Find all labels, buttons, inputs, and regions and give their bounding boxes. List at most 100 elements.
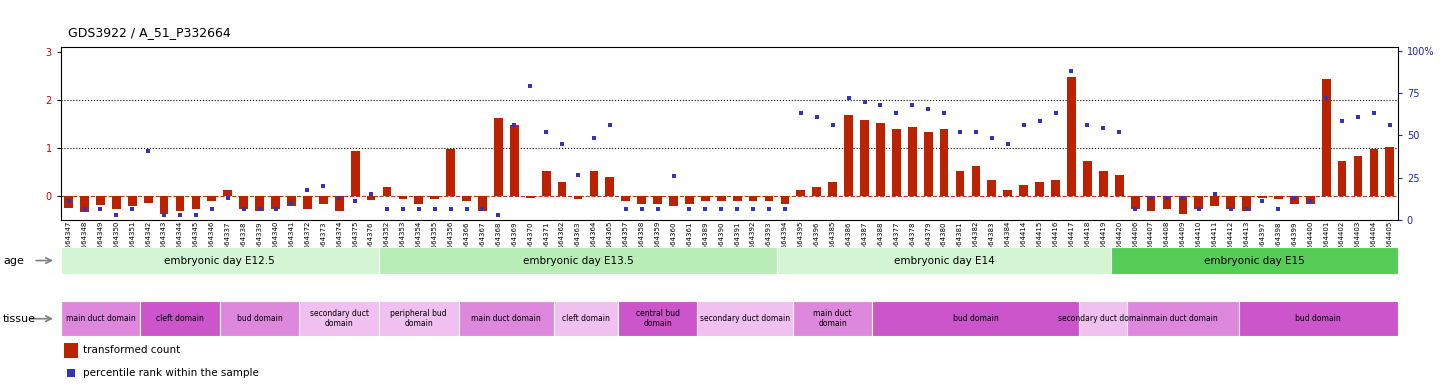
Text: percentile rank within the sample: percentile rank within the sample [82,368,258,379]
Bar [1004,190,1012,195]
Text: peripheral bud
domain: peripheral bud domain [390,309,448,328]
Bar [64,343,78,358]
Bar [459,301,554,336]
Bar [605,177,614,195]
Bar [1067,76,1076,195]
Bar [797,190,806,195]
Bar [1112,248,1398,273]
Bar [1369,149,1378,195]
Text: main duct domain: main duct domain [1148,314,1217,323]
Bar [1099,170,1108,195]
Bar [299,301,378,336]
Bar [777,248,1112,273]
Bar [256,195,264,211]
Bar [383,187,391,195]
Bar [749,195,758,201]
Bar [684,195,693,204]
Bar [829,182,838,195]
Bar [1162,195,1171,209]
Bar [271,195,280,209]
Bar [669,195,677,206]
Bar [140,301,219,336]
Bar [554,301,618,336]
Bar [1128,301,1239,336]
Bar [1131,195,1139,209]
Bar [335,195,344,211]
Bar [573,195,582,200]
Bar [1226,195,1235,209]
Bar [1019,185,1028,195]
Bar [478,195,487,211]
Text: central bud
domain: central bud domain [635,309,680,328]
Bar [557,182,566,195]
Text: main duct
domain: main duct domain [813,309,852,328]
Bar [908,127,917,195]
Text: age: age [3,255,23,266]
Bar [988,180,996,195]
Bar [1242,195,1251,211]
Bar [1051,180,1060,195]
Text: secondary duct
domain: secondary duct domain [309,309,368,328]
Bar [303,195,312,209]
Bar [240,195,248,209]
Text: main duct domain: main duct domain [65,314,136,323]
Bar [208,195,217,201]
Bar [972,166,980,195]
Text: bud domain: bud domain [237,314,283,323]
Bar [129,195,137,206]
Bar [462,195,471,201]
Bar [287,195,296,206]
Bar [1385,147,1395,195]
Bar [61,248,378,273]
Bar [1258,195,1266,198]
Text: bud domain: bud domain [953,314,999,323]
Bar [1035,182,1044,195]
Bar [1147,195,1155,211]
Text: secondary duct domain: secondary duct domain [700,314,790,323]
Text: embryonic day E13.5: embryonic day E13.5 [523,255,634,266]
Bar [1289,195,1298,204]
Bar [589,170,598,195]
Bar [446,149,455,195]
Bar [351,151,360,195]
Bar [367,195,375,200]
Bar [1274,195,1282,200]
Bar [414,195,423,204]
Bar [1353,156,1362,195]
Bar [144,195,153,203]
Text: embryonic day E15: embryonic day E15 [1204,255,1305,266]
Bar [845,115,853,195]
Bar [176,195,185,211]
Bar [940,129,949,195]
Bar [793,301,872,336]
Bar [716,195,726,201]
Bar [526,195,534,198]
Bar [618,301,697,336]
Text: bud domain: bud domain [1295,314,1341,323]
Bar [1321,79,1330,195]
Bar [378,248,777,273]
Bar [653,195,661,204]
Bar [319,195,328,204]
Text: cleft domain: cleft domain [156,314,204,323]
Text: embryonic day E14: embryonic day E14 [894,255,995,266]
Bar [732,195,742,201]
Text: embryonic day E12.5: embryonic day E12.5 [165,255,276,266]
Bar [219,301,299,336]
Bar [924,132,933,195]
Bar [877,123,885,195]
Bar [1305,195,1314,204]
Text: cleft domain: cleft domain [562,314,609,323]
Bar [81,195,90,212]
Bar [1178,195,1187,214]
Bar [192,195,201,209]
Bar [1083,161,1092,195]
Bar [224,190,232,195]
Bar [61,301,140,336]
Bar [621,195,630,201]
Bar [378,301,459,336]
Text: main duct domain: main duct domain [472,314,542,323]
Bar [697,301,793,336]
Bar [956,170,965,195]
Bar [1239,301,1398,336]
